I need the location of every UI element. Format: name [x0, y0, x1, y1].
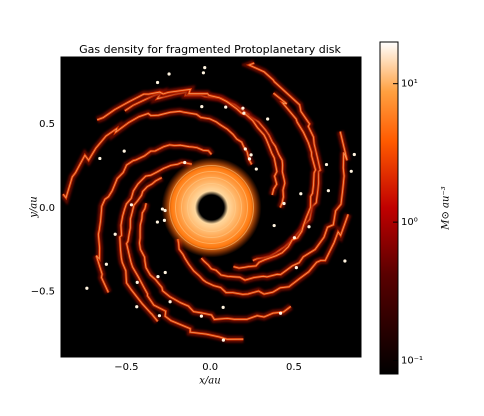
- disk-ring: [175, 171, 248, 244]
- clump: [122, 149, 126, 153]
- clump: [324, 162, 329, 167]
- clump: [155, 220, 160, 224]
- clump: [343, 259, 347, 263]
- clump: [98, 156, 102, 161]
- image-area: [61, 57, 361, 357]
- clump: [349, 169, 353, 173]
- inner-hole: [199, 195, 224, 220]
- spiral-arm: [95, 144, 212, 293]
- colorbar-tick-label: 10¹: [401, 79, 418, 90]
- clump: [292, 236, 297, 240]
- spiral-arm: [233, 92, 316, 269]
- clump: [224, 105, 228, 109]
- x-axis-label: x/au: [199, 376, 220, 387]
- disk-ring: [169, 165, 254, 250]
- clump: [113, 232, 117, 236]
- spiral-arm: [62, 110, 253, 199]
- clump: [104, 262, 108, 266]
- clump: [242, 111, 246, 115]
- disk-ring: [187, 183, 236, 232]
- y-tick-label: −0.5: [31, 287, 55, 298]
- clump: [266, 117, 270, 121]
- colorbar-tick-label: 10⁰: [401, 217, 418, 228]
- clump: [307, 225, 311, 229]
- x-tick-label: −0.5: [114, 362, 138, 373]
- spiral-arm: [201, 131, 348, 281]
- clump: [201, 71, 206, 75]
- y-tick-label: 0.0: [39, 203, 55, 214]
- clump: [160, 207, 164, 211]
- clump: [203, 66, 207, 70]
- disk-ring: [181, 177, 242, 238]
- colorbar-tick-label: 10⁻¹: [401, 356, 423, 367]
- clump: [162, 218, 167, 222]
- clump: [155, 80, 160, 85]
- clump: [247, 157, 252, 161]
- clump: [163, 208, 167, 213]
- clump: [135, 280, 139, 284]
- clump: [241, 106, 245, 110]
- spiral-arm: [119, 162, 192, 322]
- clump: [163, 270, 167, 275]
- clump: [221, 338, 225, 342]
- clump: [299, 192, 303, 196]
- clump: [249, 153, 253, 157]
- clump: [282, 201, 286, 206]
- clump: [168, 300, 172, 304]
- colorbar-label: M⊙ au⁻³: [441, 186, 452, 231]
- y-tick-label: 0.5: [39, 119, 55, 130]
- clump: [221, 305, 225, 310]
- spiral-arm: [96, 88, 278, 196]
- clump: [272, 223, 276, 228]
- clump: [352, 152, 356, 157]
- clump: [167, 72, 171, 76]
- clump: [135, 305, 139, 309]
- clump: [200, 105, 204, 109]
- clump: [254, 167, 258, 171]
- spiral-arm: [139, 203, 292, 320]
- clump: [278, 311, 283, 315]
- clump: [243, 147, 247, 151]
- colorbar: [379, 41, 399, 375]
- clump: [129, 203, 134, 207]
- clump: [157, 314, 162, 318]
- spiral-arm: [177, 214, 349, 295]
- disk-ring: [193, 189, 230, 226]
- plot-frame: [60, 56, 362, 358]
- spiral-arm: [126, 177, 244, 340]
- x-tick-label: 0.5: [286, 362, 302, 373]
- chart-title: Gas density for fragmented Protoplanetar…: [79, 43, 341, 56]
- clump: [199, 314, 204, 318]
- x-tick-label: 0.0: [202, 362, 218, 373]
- clump: [183, 160, 187, 165]
- clump: [294, 266, 298, 270]
- clump: [326, 189, 330, 193]
- clump: [156, 274, 160, 279]
- clump: [85, 286, 89, 290]
- y-axis-label: y/au: [29, 196, 40, 218]
